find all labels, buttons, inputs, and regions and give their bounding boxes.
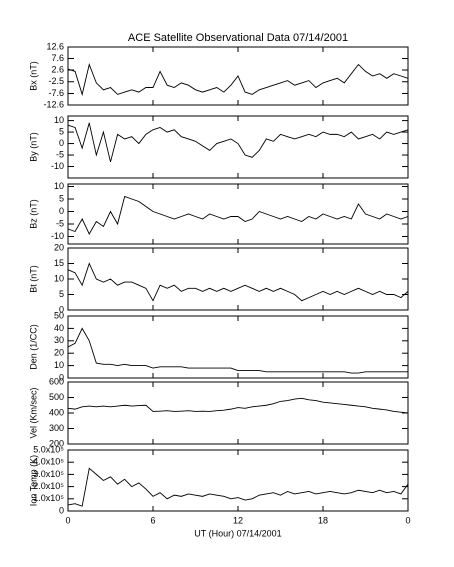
panel-frame	[67, 381, 409, 445]
y-axis-label: Den (1/CC)	[28, 324, 38, 370]
y-axis-label: Vel (Km/sec)	[28, 387, 38, 438]
y-axis-label: By (nT)	[28, 132, 38, 162]
y-tick-label: 300	[49, 423, 64, 433]
x-tick-label: 6	[150, 515, 155, 525]
x-tick-label: 0	[65, 515, 70, 525]
y-tick-label: 5	[59, 193, 64, 203]
y-axis-label: Bt (nT)	[28, 265, 38, 293]
x-tick-label: 18	[318, 515, 328, 525]
data-line	[67, 397, 409, 414]
y-tick-label: 0	[59, 304, 64, 314]
y-tick-label: 0	[59, 505, 64, 515]
y-tick-label: -10	[51, 231, 64, 241]
data-line	[67, 467, 409, 507]
y-tick-label: -5	[56, 218, 64, 228]
y-axis-label: Bx (nT)	[28, 61, 38, 91]
x-axis-label: UT (Hour) 07/14/2001	[194, 528, 281, 538]
y-tick-label: 20	[54, 348, 64, 358]
y-axis-label: Ion Temp (K)	[28, 455, 38, 506]
y-tick-label: 4.0x10⁵	[33, 457, 64, 467]
data-line	[67, 262, 409, 302]
panel-frame	[67, 183, 409, 245]
y-tick-label: 30	[54, 335, 64, 345]
y-tick-label: 2.6	[51, 64, 64, 74]
y-tick-label: 12.6	[46, 41, 64, 51]
y-tick-label: 15	[54, 258, 64, 268]
y-tick-label: 5	[59, 126, 64, 136]
y-tick-label: 200	[49, 438, 64, 448]
data-line	[67, 195, 409, 235]
panel-frame	[67, 247, 409, 311]
y-tick-label: 7.6	[51, 53, 64, 63]
x-tick-label: 0	[405, 515, 410, 525]
y-tick-label: 10	[54, 181, 64, 191]
panel-frame	[67, 115, 409, 179]
y-tick-label: -10	[51, 161, 64, 171]
y-tick-label: -7.6	[48, 88, 64, 98]
y-tick-label: -2.5	[48, 76, 64, 86]
y-tick-label: 0	[59, 206, 64, 216]
chart-title: ACE Satellite Observational Data 07/14/2…	[128, 32, 348, 44]
y-tick-label: 10	[54, 273, 64, 283]
y-axis-label: Bz (nT)	[28, 199, 38, 229]
y-tick-label: 40	[54, 323, 64, 333]
x-tick-label: 12	[233, 515, 243, 525]
y-tick-label: 0	[59, 138, 64, 148]
y-tick-label: 2.0x10⁵	[33, 481, 64, 491]
y-tick-label: 5.0x10⁵	[33, 444, 64, 454]
y-tick-label: 10	[54, 360, 64, 370]
y-tick-label: 20	[54, 242, 64, 252]
y-tick-label: -12.6	[43, 99, 64, 109]
panel-frame	[67, 449, 409, 512]
y-tick-label: 500	[49, 392, 64, 402]
y-tick-label: 1.0x10⁵	[33, 493, 64, 503]
y-tick-label: 400	[49, 407, 64, 417]
data-line	[67, 327, 408, 374]
panel-frame	[67, 315, 409, 379]
data-line	[67, 62, 409, 97]
y-tick-label: -5	[56, 149, 64, 159]
y-tick-label: 600	[49, 376, 64, 386]
y-tick-label: 3.0x10⁵	[33, 469, 64, 479]
y-tick-label: 0	[59, 372, 64, 382]
y-tick-label: 10	[54, 115, 64, 125]
y-tick-label: 50	[54, 310, 64, 320]
data-line	[67, 122, 409, 163]
y-tick-label: 5	[59, 289, 64, 299]
